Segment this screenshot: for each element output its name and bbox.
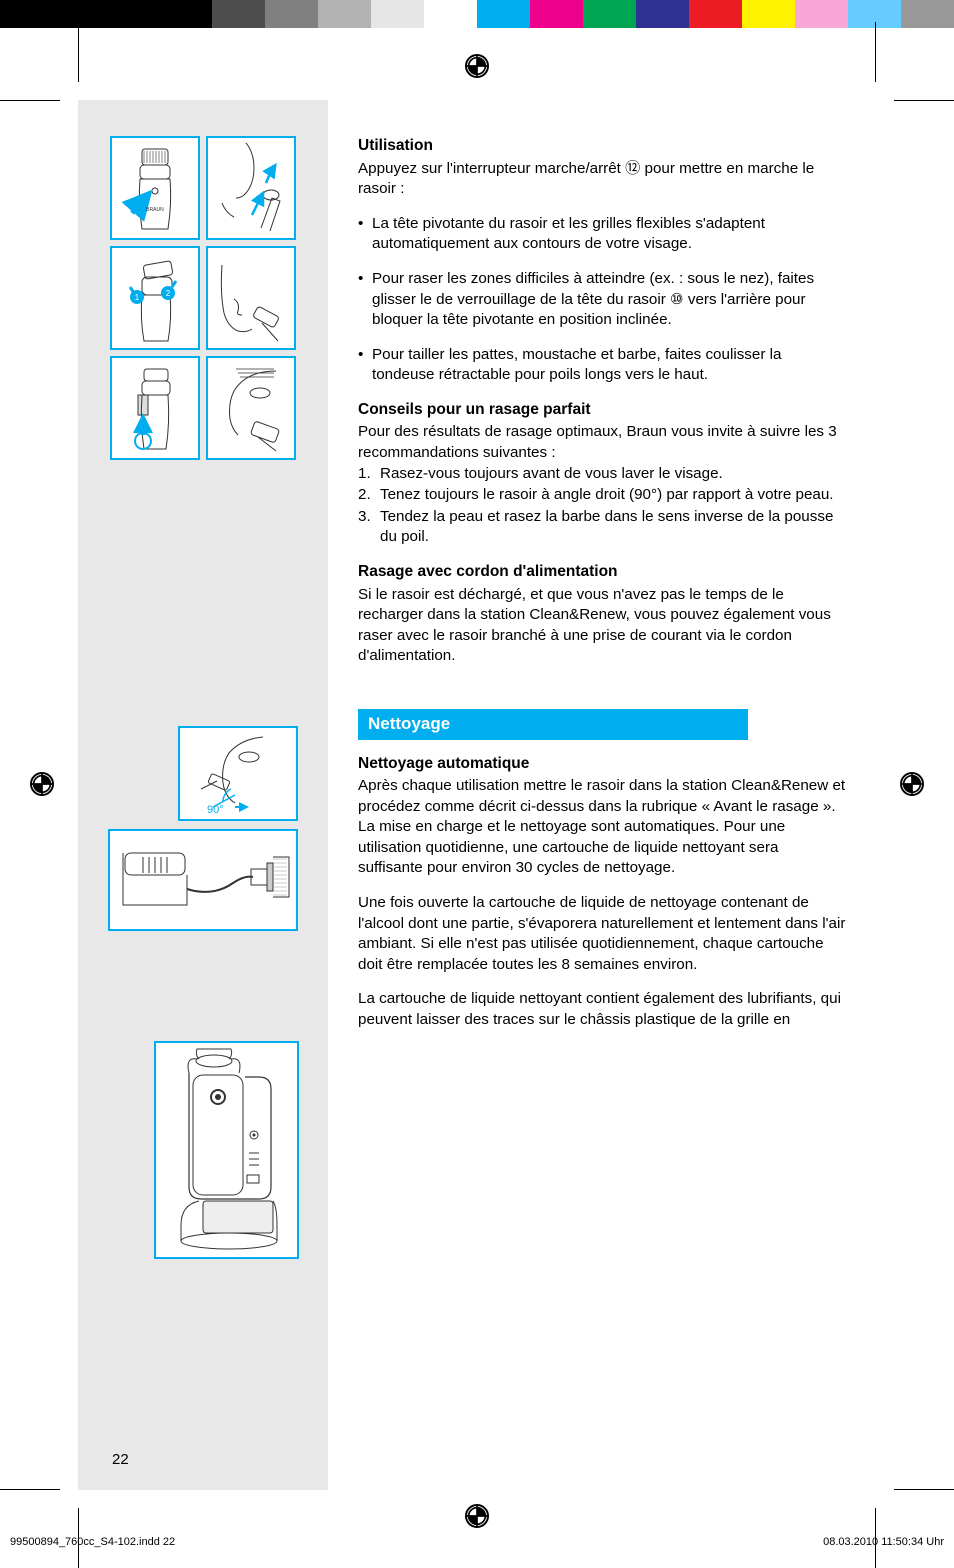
list-item: 1. Rasez-vous toujours avant de vous lave…	[358, 464, 846, 485]
heading-cordon: Rasage avec cordon d'alimentation	[358, 562, 846, 583]
section-bar-nettoyage: Nettoyage	[358, 709, 748, 740]
print-footer: 99500894_760cc_S4-102.indd 22 08.03.2010…	[10, 1536, 944, 1548]
illustration-90deg: 90°	[178, 726, 298, 821]
illustration-head-lock: 12	[110, 246, 200, 350]
crop-mark	[78, 22, 79, 82]
bullet-item: Pour raser les zones difficiles à attein…	[358, 269, 846, 331]
crop-mark	[0, 1489, 60, 1490]
svg-text:BRAUN: BRAUN	[146, 207, 164, 213]
registration-target-icon	[465, 54, 489, 78]
illustration-face-contour	[206, 136, 296, 240]
reg-bar	[636, 0, 689, 28]
reg-bar	[901, 0, 954, 28]
num: 1.	[358, 464, 371, 485]
utilisation-intro: Appuyez sur l'interrupteur marche/arrêt …	[358, 159, 846, 200]
svg-text:1: 1	[135, 293, 140, 302]
illustration-row-2: 12	[110, 246, 296, 350]
reg-bar	[371, 0, 424, 28]
num: 3.	[358, 507, 371, 528]
page-content: BRAUN 12 90°	[78, 100, 876, 1490]
reg-bar	[424, 0, 477, 28]
reg-bar	[159, 0, 212, 28]
bullet-item: Pour tailler les pattes, moustache et ba…	[358, 345, 846, 386]
illustration-shaver-on: BRAUN	[110, 136, 200, 240]
illustration-column: BRAUN 12 90°	[78, 100, 328, 1490]
illustration-under-nose	[206, 246, 296, 350]
svg-text:90°: 90°	[207, 804, 224, 816]
footer-timestamp: 08.03.2010 11:50:34 Uhr	[823, 1536, 944, 1548]
list-item: 3. Tendez la peau et rasez la barbe dans …	[358, 507, 846, 548]
illustration-trimmer-up	[110, 356, 200, 460]
crop-mark	[894, 100, 954, 101]
cordon-body: Si le rasoir est déchargé, et que vous n…	[358, 585, 846, 667]
reg-bar	[530, 0, 583, 28]
reg-bar	[212, 0, 265, 28]
reg-bar	[53, 0, 106, 28]
reg-bar	[742, 0, 795, 28]
bullet-item: La tête pivotante du rasoir et les grill…	[358, 214, 846, 255]
conseils-list: 1. Rasez-vous toujours avant de vous lave…	[358, 464, 846, 548]
text: Tendez la peau et rasez la barbe dans le…	[380, 508, 833, 546]
reg-bar	[689, 0, 742, 28]
registration-bars	[0, 0, 954, 28]
heading-nettoyage-auto: Nettoyage automatique	[358, 754, 846, 775]
ref-circled: ⑫	[625, 160, 640, 177]
page-number: 22	[112, 1451, 129, 1468]
reg-bar	[318, 0, 371, 28]
svg-text:2: 2	[166, 289, 171, 298]
illustration-sideburns	[206, 356, 296, 460]
text: Tenez toujours le rasoir à angle droit (…	[380, 486, 834, 503]
utilisation-bullets: La tête pivotante du rasoir et les grill…	[358, 214, 846, 386]
illustration-cord	[108, 829, 298, 931]
text: Rasez-vous toujours avant de vous laver …	[380, 465, 723, 482]
reg-bar	[0, 0, 53, 28]
registration-target-icon	[30, 772, 54, 796]
crop-mark	[875, 22, 876, 82]
reg-bar	[265, 0, 318, 28]
reg-bar	[106, 0, 159, 28]
illustration-row-3	[110, 356, 296, 460]
ref-circled: ⑩	[670, 291, 684, 308]
text: Appuyez sur l'interrupteur marche/arrêt	[358, 160, 625, 177]
registration-target-icon	[900, 772, 924, 796]
crop-mark	[894, 1489, 954, 1490]
heading-utilisation: Utilisation	[358, 136, 846, 157]
nettoyage-p3: La cartouche de liquide nettoyant contie…	[358, 989, 846, 1030]
text-column: Utilisation Appuyez sur l'interrupteur m…	[328, 100, 876, 1490]
reg-bar	[583, 0, 636, 28]
reg-bar	[477, 0, 530, 28]
reg-bar	[795, 0, 848, 28]
illustration-row-1: BRAUN	[110, 136, 296, 240]
registration-target-icon	[465, 1504, 489, 1528]
list-item: 2. Tenez toujours le rasoir à angle droit…	[358, 485, 846, 506]
heading-conseils: Conseils pour un rasage parfait	[358, 400, 846, 421]
nettoyage-p1: Après chaque utilisation mettre le rasoi…	[358, 776, 846, 879]
num: 2.	[358, 485, 371, 506]
conseils-intro: Pour des résultats de rasage optimaux, B…	[358, 422, 846, 463]
nettoyage-p2: Une fois ouverte la cartouche de liquide…	[358, 893, 846, 975]
crop-mark	[0, 100, 60, 101]
illustration-clean-station	[154, 1041, 299, 1259]
footer-filename: 99500894_760cc_S4-102.indd 22	[10, 1536, 175, 1548]
